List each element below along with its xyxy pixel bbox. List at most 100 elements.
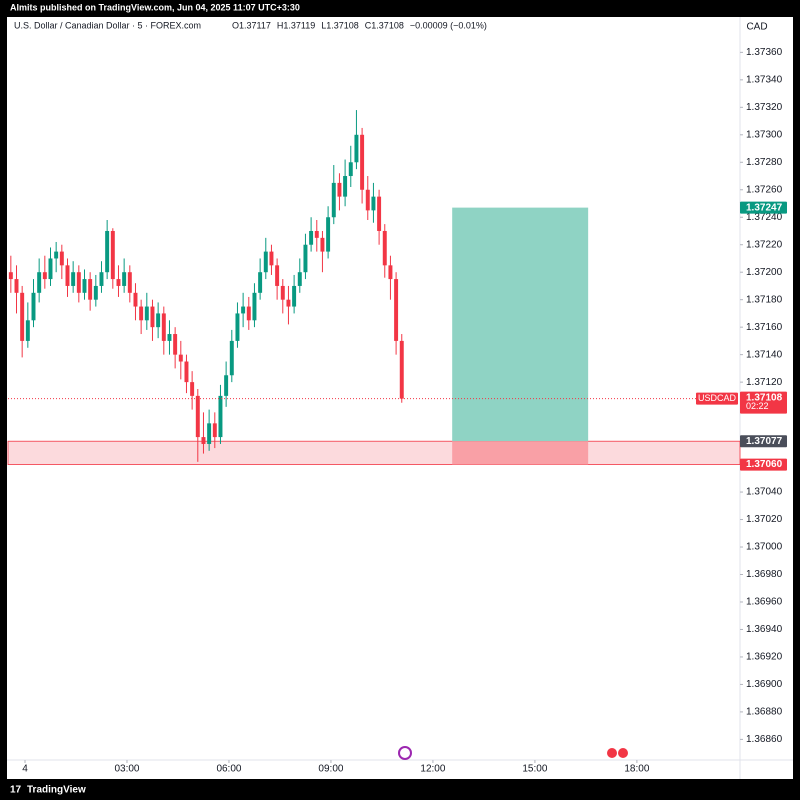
candle-body	[93, 285, 98, 300]
icon[interactable]	[398, 746, 412, 760]
candle-body	[218, 395, 223, 438]
candle-body	[59, 251, 64, 266]
candle-body	[252, 292, 257, 321]
candle-body	[71, 272, 76, 286]
y-tick-label: 1.37040	[746, 487, 783, 498]
candle-body	[326, 217, 331, 252]
candle-body	[394, 279, 399, 341]
x-tick-label: 09:00	[318, 764, 343, 775]
ohlc-value: C1.37108	[365, 20, 404, 30]
x-tick-label: 12:00	[420, 764, 445, 775]
candle-body	[314, 230, 319, 238]
candle-body	[161, 313, 166, 341]
candle-body	[224, 375, 229, 396]
target-label: 1.37247	[746, 202, 783, 213]
candle-body	[116, 279, 121, 286]
candle-body	[382, 230, 387, 266]
candle-body	[348, 162, 353, 177]
y-tick-label: 1.37240	[746, 212, 783, 223]
icon[interactable]	[618, 748, 628, 758]
candle-body	[42, 272, 47, 280]
last-price: 1.37108	[746, 392, 783, 403]
ohlc-value: −0.00009 (−0.01%)	[410, 20, 487, 30]
y-tick-label: 1.36980	[746, 569, 783, 580]
candle-body	[320, 237, 325, 252]
x-tick-label: 03:00	[114, 764, 139, 775]
y-tick-label: 1.37200	[746, 267, 783, 278]
y-tick-label: 1.36860	[746, 734, 783, 745]
candle-body	[133, 292, 138, 307]
candle-body	[297, 272, 302, 286]
y-tick-label: 1.37340	[746, 74, 783, 85]
y-tick-label: 1.36920	[746, 652, 783, 663]
candle-body	[286, 299, 291, 307]
zone	[7, 440, 741, 465]
candle-body	[275, 265, 280, 286]
logo-mark: 17	[10, 785, 22, 796]
candle-body	[20, 292, 25, 341]
y-tick-label: 1.37020	[746, 514, 783, 525]
y-tick-label: 1.36880	[746, 707, 783, 718]
candle-body	[139, 306, 144, 321]
candle-body	[331, 182, 336, 218]
brand: TradingView	[27, 785, 86, 796]
candle-body	[280, 285, 285, 300]
icon[interactable]	[607, 748, 617, 758]
candle-body	[241, 306, 246, 314]
profit-box	[452, 207, 589, 442]
entry-label: 1.37077	[746, 436, 783, 447]
candle-body	[388, 265, 393, 280]
candle-body	[8, 272, 13, 280]
candle-body	[48, 258, 53, 280]
target-label-bg	[740, 201, 787, 214]
candle-body	[399, 340, 404, 399]
candle-body	[37, 272, 42, 293]
x-tick-label: 18:00	[624, 764, 649, 775]
candle-body	[54, 251, 59, 259]
candle-body	[76, 272, 81, 293]
candle-body	[337, 182, 342, 197]
candle-body	[156, 313, 161, 328]
last-price-bg	[740, 391, 787, 414]
y-tick-label: 1.37140	[746, 349, 783, 360]
currency: CAD	[746, 22, 767, 33]
y-tick-label: 1.36960	[746, 597, 783, 608]
candle-body	[31, 292, 36, 321]
candle-body	[25, 320, 30, 341]
candle-body	[110, 230, 115, 280]
symbol-label: USDCAD	[698, 393, 737, 403]
candle-body	[184, 361, 189, 383]
x-tick-label: 4	[22, 764, 28, 775]
candle-body	[99, 272, 104, 286]
candle-body	[65, 265, 70, 286]
candle-body	[144, 306, 149, 321]
candle-body	[371, 196, 376, 211]
y-tick-label: 1.36940	[746, 624, 783, 635]
y-tick-label: 1.37220	[746, 239, 783, 250]
candle-body	[303, 244, 308, 273]
candle-body	[212, 423, 217, 438]
y-tick-label: 1.37260	[746, 184, 783, 195]
candle-body	[82, 279, 87, 293]
ohlc-value: O1.37117	[232, 20, 271, 30]
candle-body	[343, 176, 348, 197]
y-tick-label: 1.37120	[746, 377, 783, 388]
candle-body	[207, 423, 212, 444]
ohlc-value: H1.37119	[277, 20, 315, 30]
candle-body	[167, 334, 172, 341]
y-tick-label: 1.37320	[746, 102, 783, 113]
y-tick-label: 1.37360	[746, 47, 783, 58]
entry-label-bg	[740, 435, 787, 448]
candle-body	[377, 196, 382, 231]
candle-body	[190, 382, 195, 396]
y-tick-label: 1.37300	[746, 129, 783, 140]
y-tick-label: 1.37280	[746, 157, 783, 168]
candle-body	[365, 189, 370, 211]
x-tick-label: 15:00	[522, 764, 547, 775]
candle-body	[105, 230, 110, 273]
y-tick-label: 1.36900	[746, 679, 783, 690]
candle-body	[354, 134, 359, 163]
x-tick-label: 06:00	[216, 764, 241, 775]
